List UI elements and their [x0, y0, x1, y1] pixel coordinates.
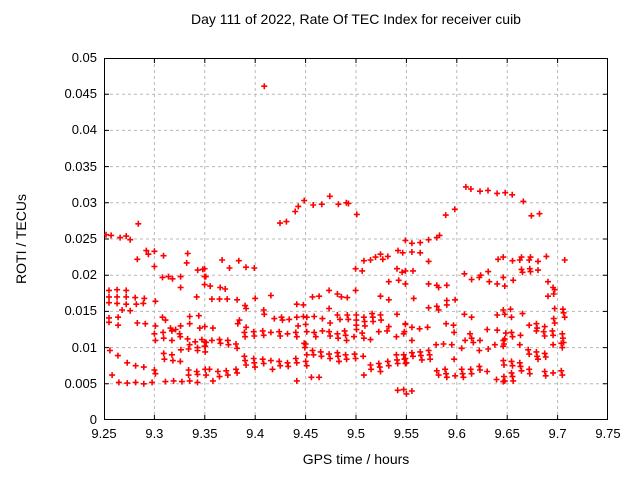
y-tick-label: 0.015 [64, 303, 97, 319]
x-tick-label: 9.25 [91, 426, 117, 441]
x-tick-label: 9.55 [393, 426, 420, 441]
x-tick-label: 9.3 [145, 426, 164, 441]
chart-title: Day 111 of 2022, Rate Of TEC Index for r… [191, 11, 521, 27]
gridlines [104, 58, 608, 420]
x-axis-label: GPS time / hours [302, 451, 410, 467]
data-points [104, 83, 568, 397]
y-tick-label: 0.03 [71, 194, 97, 210]
y-tick-label: 0.04 [71, 122, 97, 138]
plot-area [104, 58, 608, 420]
scatter-plot-canvas [104, 58, 608, 420]
x-tick-label: 9.7 [548, 426, 567, 441]
x-tick-label: 9.65 [494, 426, 520, 441]
x-tick-label: 9.75 [595, 426, 621, 441]
y-tick-label: 0.035 [64, 158, 97, 174]
x-tick-label: 9.45 [292, 426, 319, 441]
x-tick-label: 9.35 [192, 426, 218, 441]
x-tick-label: 9.5 [346, 426, 366, 441]
y-tick-label: 0.025 [64, 231, 97, 246]
y-tick-label: 0.045 [64, 86, 97, 102]
y-tick-label: 0.05 [71, 50, 97, 65]
tick-marks [104, 58, 608, 420]
y-tick-label: 0.01 [71, 339, 97, 355]
x-tick-label: 9.4 [246, 426, 265, 441]
y-axis-label: ROTI / TECUs [13, 194, 29, 284]
x-tick-label: 9.6 [447, 426, 466, 441]
y-tick-label: 0.02 [71, 267, 97, 283]
y-tick-label: 0 [89, 412, 97, 427]
y-tick-label: 0.005 [64, 375, 97, 391]
